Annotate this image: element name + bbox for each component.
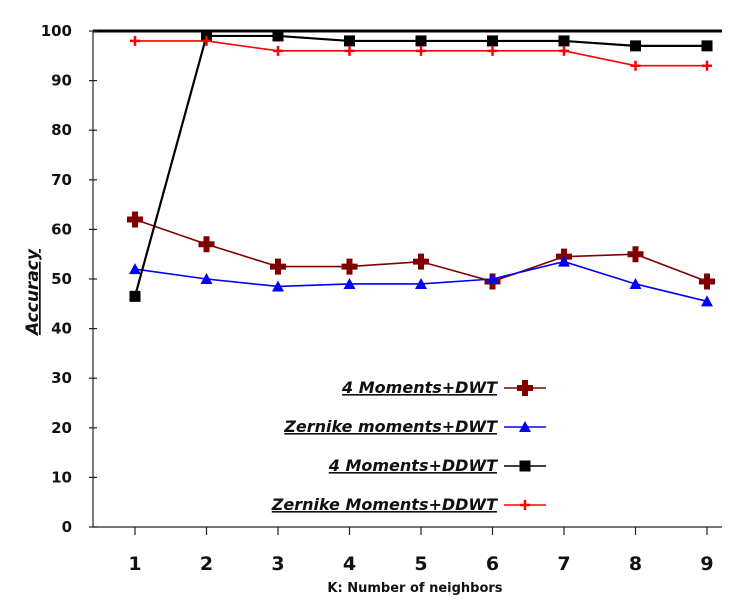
data-point	[558, 35, 570, 47]
data-point	[130, 35, 140, 46]
data-point	[270, 258, 286, 275]
y-tick-label: 0	[62, 518, 72, 536]
data-point	[273, 45, 283, 56]
y-tick-label: 10	[51, 468, 72, 486]
x-tick-label: 6	[486, 553, 499, 575]
series-0	[127, 211, 715, 290]
data-point	[200, 273, 213, 284]
series-2	[129, 30, 713, 302]
data-point	[701, 295, 713, 307]
y-tick-label: 40	[51, 320, 72, 338]
x-tick-label: 7	[557, 553, 570, 575]
legend-marker	[520, 500, 530, 510]
data-point	[627, 246, 644, 263]
x-axis-title: K: Number of neighbors	[327, 581, 502, 596]
data-point	[415, 277, 427, 289]
data-point	[487, 45, 498, 56]
legend-label: 4 Moments+DWT	[341, 378, 498, 397]
legend: 4 Moments+DWT Zernike moments+DWT 4 Moment…	[271, 378, 546, 514]
data-point	[127, 211, 143, 228]
data-point	[486, 273, 499, 284]
legend-label: Zernike Moments+DDWT	[271, 495, 498, 514]
data-point	[559, 45, 569, 56]
x-tick-label: 5	[414, 553, 427, 575]
series-1	[129, 255, 713, 307]
y-tick-label: 70	[51, 171, 72, 189]
y-tick-label: 80	[51, 121, 72, 139]
data-point	[487, 35, 498, 47]
data-point	[702, 60, 712, 71]
y-tick-label: 20	[51, 419, 72, 437]
legend-label: Zernike moments+DWT	[283, 417, 498, 436]
legend-marker	[517, 380, 533, 396]
legend-label: 4 Moments+DDWT	[328, 456, 498, 475]
data-point	[630, 40, 641, 52]
y-axis-title: Accuracy	[23, 248, 43, 337]
x-tick-label: 2	[200, 553, 213, 575]
data-point	[344, 35, 355, 47]
y-ticks: 0 10 20 30 40 50 60 70 80 90 100	[41, 22, 97, 536]
data-point	[129, 263, 141, 275]
x-tick-label: 8	[629, 553, 642, 575]
data-point	[413, 253, 429, 270]
data-point	[129, 290, 141, 302]
data-point	[272, 30, 284, 42]
data-point	[416, 45, 426, 56]
legend-marker	[519, 421, 531, 432]
data-point	[699, 273, 715, 290]
series-layer	[127, 30, 715, 307]
data-point	[415, 35, 427, 47]
data-point	[343, 277, 356, 289]
y-tick-label: 60	[51, 220, 72, 238]
data-point	[272, 280, 284, 292]
x-tick-label: 9	[700, 553, 713, 575]
series-line	[134, 218, 708, 283]
data-point	[701, 40, 713, 52]
x-tick-label: 4	[343, 553, 356, 575]
x-tick-label: 1	[128, 553, 141, 575]
data-point	[198, 236, 215, 253]
y-tick-label: 50	[51, 270, 72, 288]
data-point	[201, 35, 212, 46]
data-point	[630, 60, 641, 71]
y-tick-label: 30	[51, 369, 72, 387]
x-ticks: 1 2 3 4 5 6 7 8 9	[128, 527, 714, 575]
legend-marker	[519, 460, 531, 472]
y-tick-label: 90	[51, 72, 72, 90]
data-point	[341, 258, 358, 275]
data-point	[344, 45, 355, 56]
data-point	[629, 277, 642, 289]
series-3	[130, 35, 712, 71]
data-point	[558, 255, 570, 267]
y-tick-label: 100	[41, 22, 72, 40]
x-tick-label: 3	[271, 553, 284, 575]
